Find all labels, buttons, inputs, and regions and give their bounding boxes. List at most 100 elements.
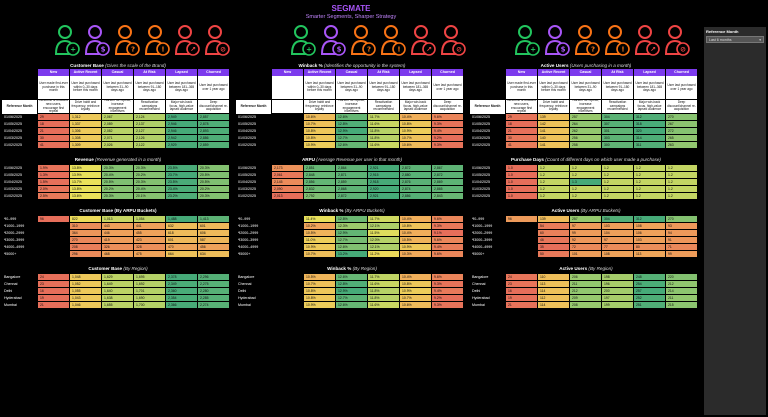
table-cell: 1,638 [102,295,134,302]
panel-title-text: Active Users [540,63,569,68]
table-cell [272,128,304,135]
user-churned-icon: ⊘ [438,24,468,62]
panel-title: Winback % (By ARPU Buckets) [236,207,468,214]
table-cell: 41 [38,142,70,149]
svg-text:$: $ [561,46,566,54]
table-cell: 9.3% [432,142,464,149]
segment-definition-row: User last purchased within 0–30 days bef… [236,76,468,100]
table-cell: 1.5% [38,179,70,186]
table-row: 01/02/2025 2,013 2,792 2,872 2,921 2,886 2,843 [236,193,468,200]
row-label: Chennai [4,282,18,286]
table-cell: 20.3% [134,179,166,186]
table-cell [272,223,304,230]
table-cell: 270 [666,114,698,121]
table-cell: 200 [602,288,634,295]
table-cell: 9.3% [432,223,464,230]
panel-title-text: Winback % [319,208,344,213]
table-cell: 10.7% [304,121,336,128]
segment-header-row: New Active Recent Casual At Risk Lapsed Churn… [236,69,468,76]
svg-text:$: $ [101,46,106,54]
table-cell: 270 [666,216,698,223]
table-cell: 21 [38,128,70,135]
table-cell: 60 [538,230,570,237]
segment-definition: User last purchased within 0–30 days bef… [538,76,570,100]
table-cell: 91 [666,237,698,244]
row-label: 01/02/2025 [238,194,256,198]
segment-header: New [506,69,538,76]
table-cell: 1.2 [538,186,570,193]
table-cell: 2,918 [368,179,400,186]
table-row: 01/05/2025 10.7% 12.8% 11.6% 10.8% 9.3% [236,121,468,128]
row-label: Hyderabad [4,296,22,300]
row-label: ₹1000–1999 [4,224,25,228]
table-cell: 326 [102,244,134,251]
table-cell: 2,946 [166,128,198,135]
table-cell [272,281,304,288]
table-row: Hyderabad 10.8% 12.7% 11.8% 10.7% 9.2% [236,295,468,302]
table-cell: 1,700 [134,302,166,309]
table-cell: 10.7% [304,251,336,258]
panel-title: Customer Base (By Region) [2,265,234,272]
segment-header-spacer [236,69,272,76]
table-cell: 114 [538,302,570,309]
table-cell: 10.4% [400,274,432,281]
table-cell [272,274,304,281]
svg-text:↗: ↗ [190,46,196,54]
segment-definition: User last purchased between 91–180 days … [134,76,166,100]
table-cell: 1.9% [38,165,70,172]
table-cell [272,288,304,295]
table-cell: 12.7% [336,135,368,142]
panel-title-text: Purchase Days [511,157,544,162]
table-cell: 2,122 [134,142,166,149]
table-cell: 46 [538,237,570,244]
table-cell [38,244,70,251]
table-cell: 10.4% [400,216,432,223]
table-row: 01/04/2025 1.0 1.2 1.3 1.2 1.2 1.2 [470,179,702,186]
segment-definition-row: User made first-ever purchase in this mo… [2,76,234,100]
row-label: ₹0–999 [4,217,17,221]
table-cell: 9.4% [432,244,464,251]
table-cell: 20.5% [102,179,134,186]
segment-definition: User last purchased within 0–30 days bef… [304,76,336,100]
segment-header-row: New Active Recent Casual At Risk Lapsed Churn… [2,69,234,76]
table-cell: 214 [666,288,698,295]
table-cell: 23 [506,281,538,288]
table-cell: 2,378 [166,274,198,281]
row-label: 01/06/2025 [472,115,490,119]
table-cell: 318 [634,121,666,128]
table-cell: 2,843 [432,193,464,200]
table-cell: 9.6% [432,274,464,281]
table-cell: 11.8% [368,295,400,302]
reference-month-dropdown[interactable]: Last 6 months ▾ [706,36,764,43]
table-cell: 23.5% [166,179,198,186]
segment-header: Churned [198,69,230,76]
table-cell: 10.8% [304,135,336,142]
table-cell: 419 [102,237,134,244]
row-label: Bangalore [4,275,21,279]
panel-title-text: Winback % [327,266,352,271]
table-row: 01/06/2025 29 139 257 304 312 270 [470,114,702,121]
table-cell: 248 [634,274,666,281]
table-cell: 251 [634,302,666,309]
segment-tip-row: Reference Month Welcome & onboard new use… [2,100,234,114]
table-cell: 2,893 [198,128,230,135]
table-cell: 2,366 [166,302,198,309]
table-cell: 1,052 [70,281,102,288]
user-question-icon: ? [112,24,142,62]
svg-text:+: + [530,46,536,54]
user-lapsed-icon: ↗ [408,24,438,62]
table-cell: 2,856 [304,179,336,186]
table-cell: 209 [570,295,602,302]
row-label: ₹4000–4999 [472,245,493,249]
table-cell: 1,046 [70,302,102,309]
table-cell: 97 [602,237,634,244]
user-question-icon: ? [348,24,378,62]
table-cell: 270 [70,237,102,244]
table-cell: 10.8% [400,121,432,128]
table-cell: 1,013 [102,216,134,223]
table-cell: 2,013 [272,193,304,200]
table-cell: 92 [570,237,602,244]
table-cell: 2,869 [432,179,464,186]
table-cell: 18 [506,121,538,128]
table-cell: 1,640 [102,288,134,295]
